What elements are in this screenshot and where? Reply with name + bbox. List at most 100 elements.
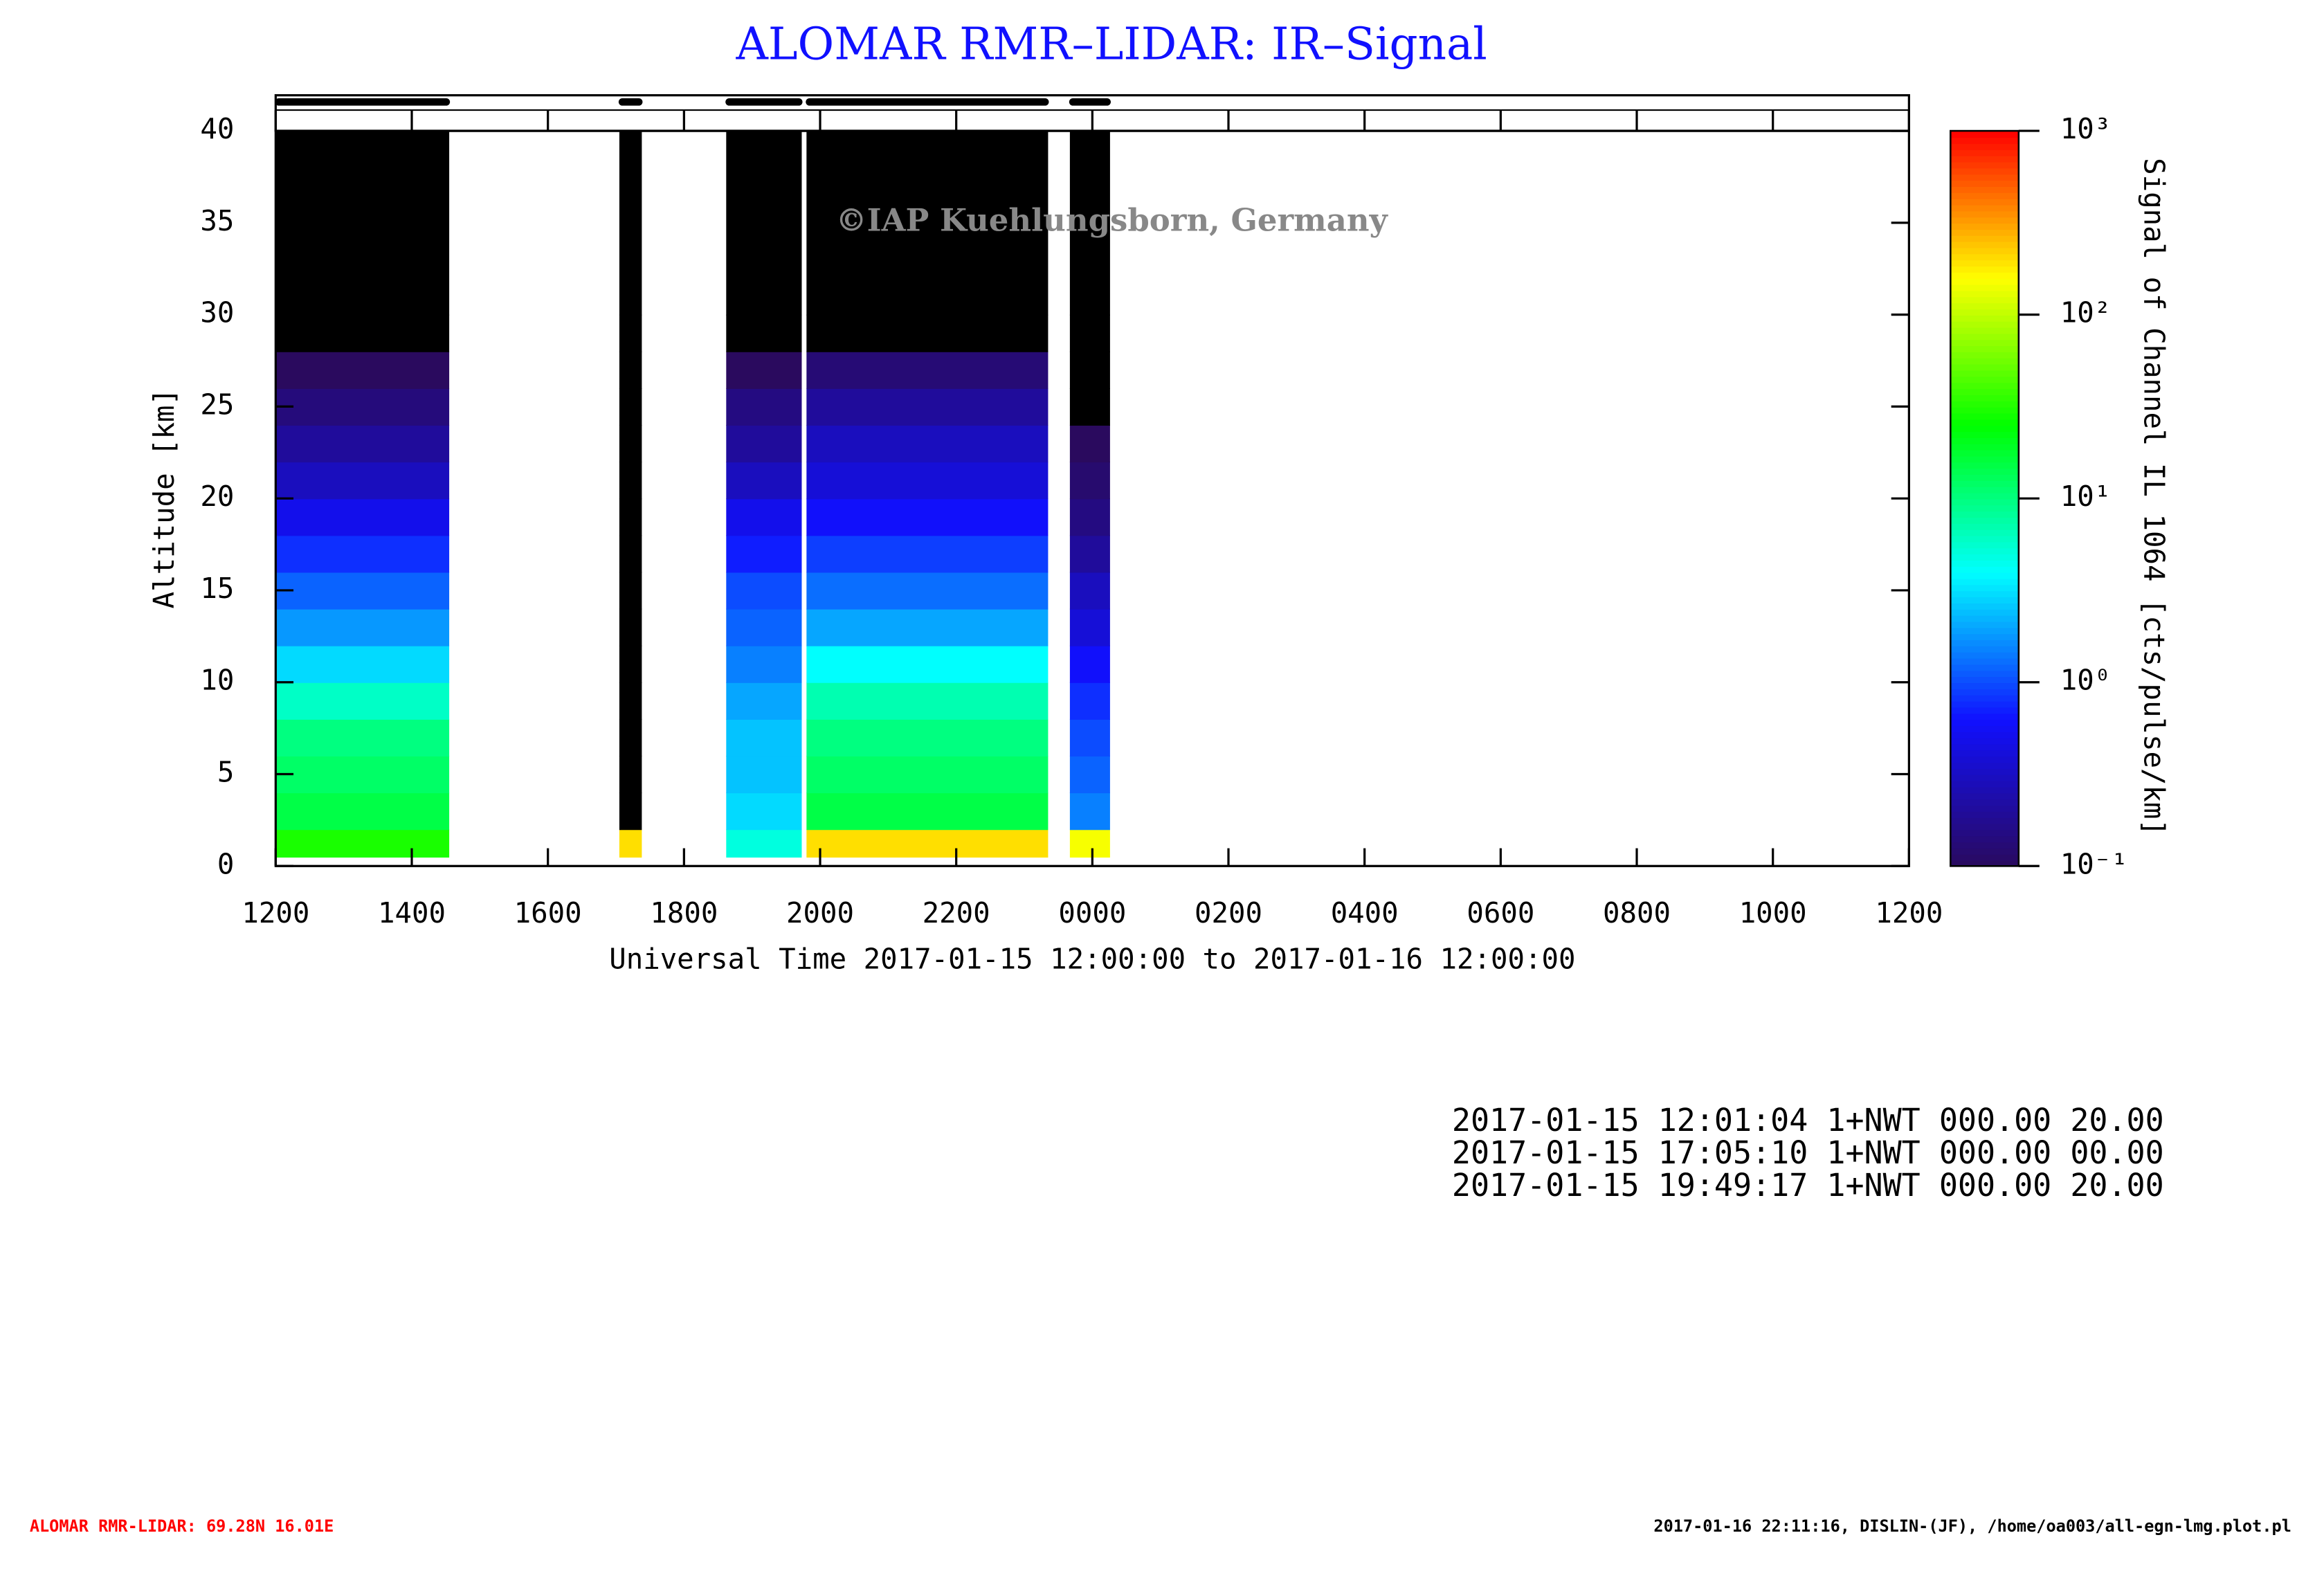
heat-cell (726, 314, 802, 352)
colorbar-cell (1950, 155, 2019, 163)
colorbar-cell (1950, 559, 2019, 567)
colorbar-cell (1950, 688, 2019, 696)
colorbar-cell (1950, 406, 2019, 414)
heat-cell (806, 388, 1048, 426)
colorbar-cell (1950, 357, 2019, 365)
colorbar-cell (1950, 774, 2019, 781)
heat-cell (1069, 535, 1110, 573)
colorbar-cell (1950, 314, 2019, 322)
x-tick-label: 2200 (923, 896, 990, 929)
footer-right: 2017-01-16 22:11:16, DISLIN-(JF), /home/… (1653, 1516, 2291, 1536)
colorbar-cell (1950, 547, 2019, 555)
colorbar-cell (1950, 179, 2019, 188)
colorbar-cell (1950, 228, 2019, 236)
y-tick-label: 25 (200, 388, 234, 421)
heat-cell (726, 572, 802, 610)
colorbar-cell (1950, 743, 2019, 751)
heat-cell (726, 462, 802, 500)
heatmap (275, 131, 1110, 858)
colorbar-cell (1950, 271, 2019, 279)
colorbar-cell (1950, 835, 2019, 843)
colorbar-cell (1950, 615, 2019, 622)
colorbar-cell (1950, 725, 2019, 732)
colorbar-cell (1950, 498, 2019, 506)
colorbar-cell (1950, 768, 2019, 775)
heat-cell (726, 755, 802, 794)
x-tick-label: 1800 (650, 896, 718, 929)
heat-cell (619, 755, 642, 794)
colorbar-cell (1950, 510, 2019, 518)
heat-cell (275, 498, 450, 536)
heat-cell (619, 462, 642, 500)
colorbar-cell (1950, 333, 2019, 341)
x-tick-label: 0000 (1058, 896, 1126, 929)
colorbar-label: Signal of Channel IL 1064 [cts/pulse/km] (2138, 158, 2171, 836)
colorbar-cell (1950, 602, 2019, 610)
heat-cell (1069, 424, 1110, 463)
colorbar-cell (1950, 810, 2019, 818)
colorbar-cell (1950, 198, 2019, 206)
colorbar-cell (1950, 265, 2019, 273)
colorbar-cell (1950, 792, 2019, 800)
colorbar-cell (1950, 798, 2019, 806)
colorbar-cell (1950, 235, 2019, 242)
y-axis-label: Altitude [km] (147, 388, 181, 608)
heat-cell (726, 718, 802, 757)
colorbar-cell (1950, 210, 2019, 218)
heat-cell (806, 792, 1048, 831)
colorbar-cell (1950, 363, 2019, 371)
colorbar-cell (1950, 376, 2019, 383)
heat-cell (726, 498, 802, 536)
heat-cell (619, 829, 642, 858)
heat-cell (806, 682, 1048, 720)
colorbar-cell (1950, 216, 2019, 224)
colorbar-cell (1950, 412, 2019, 420)
heat-cell (726, 388, 802, 426)
heat-cell (619, 535, 642, 573)
colorbar-cell (1950, 204, 2019, 212)
colorbar-cell (1950, 430, 2019, 438)
heat-cell (806, 351, 1048, 389)
colorbar-cell (1950, 351, 2019, 359)
heat-cell (619, 498, 642, 536)
colorbar-cell (1950, 192, 2019, 199)
heat-cell (726, 131, 802, 316)
heat-cell (726, 792, 802, 831)
heat-cell (275, 314, 450, 352)
x-tick-label: 1000 (1739, 896, 1807, 929)
log-line: 2017-01-15 12:01:04 1+NWT 000.00 20.00 (1452, 1102, 2164, 1139)
colorbar-cell (1950, 823, 2019, 831)
colorbar-cell (1950, 302, 2019, 310)
colorbar-cell (1950, 565, 2019, 573)
colorbar-cell (1950, 553, 2019, 561)
y-tick-label: 15 (200, 572, 234, 605)
heat-cell (1069, 608, 1110, 646)
x-tick-label: 1600 (514, 896, 582, 929)
colorbar-cell (1950, 755, 2019, 763)
colorbar-cell (1950, 731, 2019, 738)
y-tick-label: 35 (200, 204, 234, 237)
colorbar-cell (1950, 523, 2019, 530)
heat-cell (1069, 718, 1110, 757)
colorbar-cell (1950, 320, 2019, 328)
colorbar-cell (1950, 486, 2019, 493)
colorbar-cell (1950, 449, 2019, 457)
heat-cell (806, 572, 1048, 610)
colorbar-cell (1950, 437, 2019, 444)
colorbar-cell (1950, 388, 2019, 395)
heat-cell (726, 645, 802, 683)
colorbar-tick-label: 10⁻¹ (2060, 847, 2128, 880)
colorbar-cell (1950, 584, 2019, 592)
heat-cell (275, 462, 450, 500)
colorbar-cell (1950, 516, 2019, 524)
heat-cell (619, 718, 642, 757)
heat-cell (275, 351, 450, 389)
colorbar-cell (1950, 578, 2019, 586)
colorbar-cell (1950, 339, 2019, 347)
colorbar-cell (1950, 419, 2019, 426)
colorbar-cell (1950, 400, 2019, 408)
colorbar-cell (1950, 737, 2019, 745)
colorbar-cell (1950, 627, 2019, 635)
colorbar-cell (1950, 247, 2019, 255)
